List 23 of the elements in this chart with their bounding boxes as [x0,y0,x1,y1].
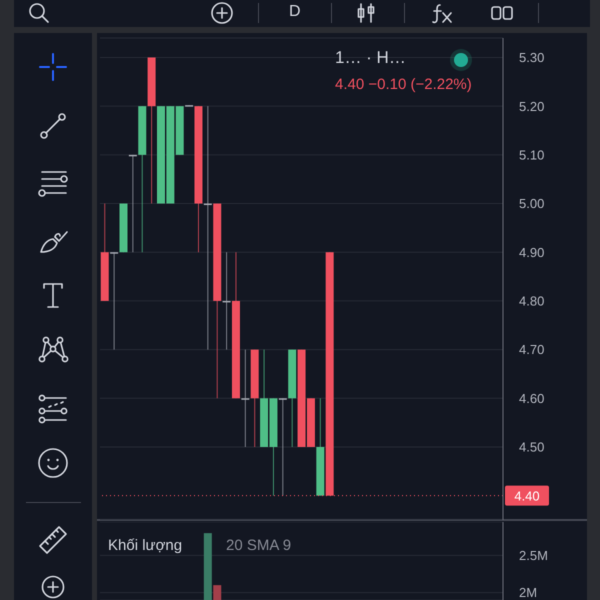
candlestick [278,398,287,496]
text: 1… · H… [335,48,406,68]
candlestick [241,349,250,448]
candlestick [128,154,137,253]
text: Khối lượng [108,537,182,554]
candlestick [222,252,231,350]
y-tick-label: 4.60 [519,390,544,406]
ref-line-label: 4.40 [514,488,540,504]
y-tick-label: 4.90 [519,244,544,260]
text: D [289,3,301,21]
y-tick-label: 2M [519,585,538,600]
candlestick [110,252,118,350]
text: 4.40 −0.10 (−2.22%) [335,76,472,93]
y-tick-label: 4.70 [519,342,544,358]
text: 20 SMA 9 [226,537,292,554]
y-tick-label: 5.00 [519,196,544,212]
y-tick-label: 5.10 [519,147,544,162]
y-tick-label: 2.5M [519,548,548,564]
y-tick-label: 4.80 [519,294,544,309]
y-tick-label: 4.50 [519,440,544,455]
y-tick-label: 5.20 [519,98,544,114]
candlestick [204,106,212,350]
y-tick-label: 5.30 [519,50,544,66]
